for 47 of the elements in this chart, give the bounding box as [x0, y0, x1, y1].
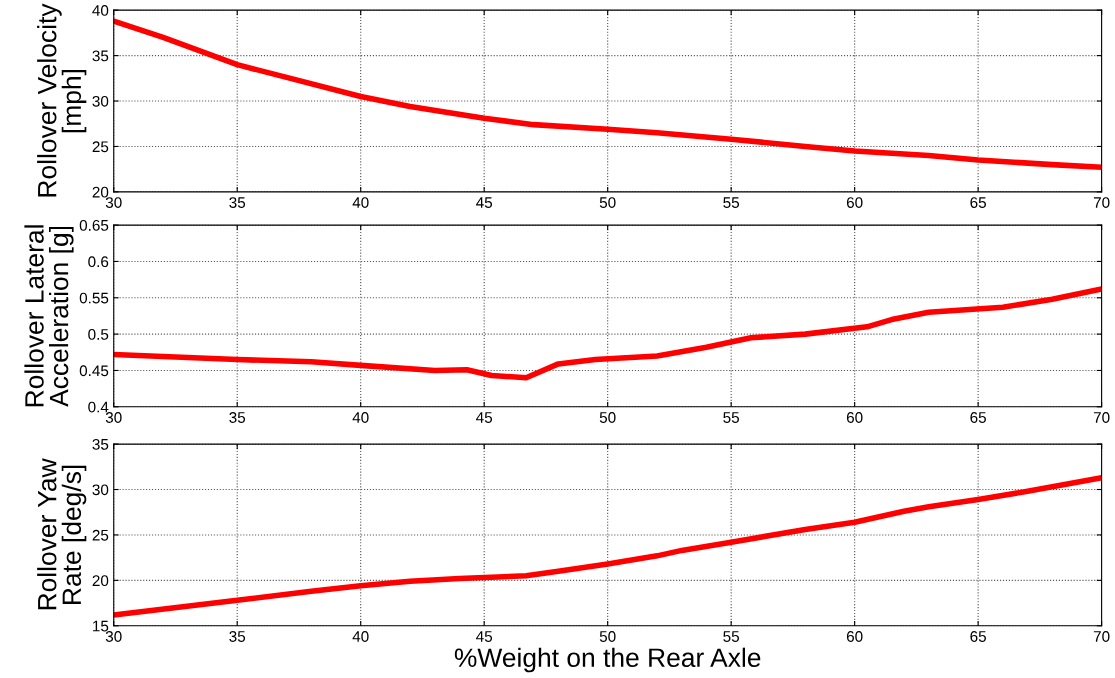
x-tick-label: 65 — [970, 412, 986, 423]
x-tick-label: 70 — [1093, 631, 1110, 642]
x-tick-label: 55 — [723, 412, 740, 423]
x-tick-label: 60 — [846, 631, 863, 642]
x-tick-label: 60 — [846, 412, 863, 423]
x-tick-label: 30 — [105, 631, 122, 642]
y-tick-label: 0.65 — [79, 219, 109, 231]
y-tick-label: 30 — [92, 484, 109, 496]
y-axis-title: Rollover Lateral Acceleration [g] — [24, 225, 74, 407]
x-tick-label: 35 — [229, 412, 246, 423]
y-tick-label: 20 — [92, 575, 109, 587]
x-tick-label: 65 — [970, 631, 986, 642]
y-tick-label: 40 — [92, 5, 109, 16]
y-axis-title: Rollover Yaw Rate [deg/s] — [37, 458, 87, 610]
y-tick-label: 0.45 — [79, 365, 109, 377]
y-tick-label: 0.5 — [88, 328, 109, 340]
x-tick-label: 30 — [105, 197, 122, 208]
y-tick-label: 0.4 — [88, 401, 109, 413]
y-tick-label: 25 — [92, 529, 109, 541]
x-tick-label: 35 — [229, 631, 246, 642]
x-tick-label: 45 — [476, 412, 493, 423]
y-tick-label: 30 — [92, 95, 109, 107]
x-tick-label: 50 — [599, 631, 616, 642]
x-axis-title: %Weight on the Rear Axle — [454, 647, 761, 673]
x-tick-label: 35 — [229, 197, 246, 208]
y-tick-label: 0.6 — [88, 256, 109, 268]
x-tick-label: 55 — [723, 631, 740, 642]
y-tick-label: 35 — [92, 438, 109, 450]
x-tick-label: 40 — [352, 631, 369, 642]
x-tick-label: 55 — [723, 197, 740, 208]
x-tick-label: 50 — [599, 412, 616, 423]
x-tick-label: 70 — [1093, 197, 1110, 208]
x-tick-label: 30 — [105, 412, 122, 423]
x-tick-label: 40 — [352, 412, 369, 423]
y-tick-label: 35 — [92, 50, 109, 62]
y-tick-label: 15 — [93, 620, 109, 632]
x-tick-label: 65 — [970, 197, 986, 208]
x-tick-label: 50 — [599, 197, 616, 208]
y-tick-label: 0.55 — [79, 292, 109, 304]
y-tick-label: 20 — [92, 186, 109, 198]
x-tick-label: 70 — [1093, 412, 1110, 423]
x-tick-label: 45 — [476, 197, 493, 208]
y-axis-title: Rollover Velocity [mph] — [37, 3, 87, 197]
x-tick-label: 45 — [476, 631, 493, 642]
x-tick-label: 60 — [846, 197, 863, 208]
y-tick-label: 25 — [92, 141, 109, 153]
x-tick-label: 40 — [352, 197, 369, 208]
